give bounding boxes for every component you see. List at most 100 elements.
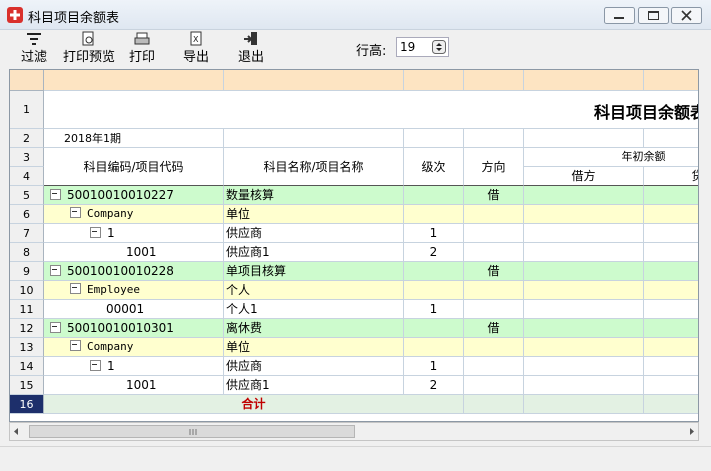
cell — [44, 91, 698, 129]
cell — [224, 129, 404, 148]
cell — [464, 395, 524, 414]
collapse-toggle[interactable] — [70, 283, 81, 294]
button-label: 打印预览 — [63, 50, 116, 65]
collapse-toggle[interactable] — [50, 265, 61, 276]
tree-cell: 50010010010227 — [44, 186, 224, 205]
collapse-toggle[interactable] — [70, 340, 81, 351]
collapse-toggle[interactable] — [50, 322, 61, 333]
status-bar — [0, 446, 711, 471]
button-icon: X — [190, 31, 202, 46]
level-cell — [404, 205, 464, 224]
button-label: 退出 — [237, 50, 264, 65]
direction-cell: 借 — [464, 319, 524, 338]
row-header: 7 — [10, 224, 44, 243]
spin-buttons[interactable] — [432, 40, 446, 54]
column-header — [464, 70, 524, 91]
tree-cell: 50010010010301 — [44, 319, 224, 338]
level-cell — [404, 262, 464, 281]
period: 2018年1期 — [64, 132, 121, 145]
row-header: 13 — [10, 338, 44, 357]
row-header: 1 — [10, 91, 44, 129]
button-icon — [27, 33, 41, 45]
collapse-toggle[interactable] — [90, 227, 101, 238]
code: Company — [87, 207, 134, 220]
level-cell: 2 — [404, 243, 464, 262]
row-header: 14 — [10, 357, 44, 376]
direction-cell — [464, 376, 524, 395]
row-header: 6 — [10, 205, 44, 224]
collapse-toggle[interactable] — [90, 360, 101, 371]
code: 1 — [107, 226, 115, 240]
column-title: 科目名称/项目名称 — [224, 148, 404, 186]
toolbar-button[interactable]: 打印预览 — [63, 31, 116, 65]
cell — [644, 395, 698, 414]
cell — [524, 338, 644, 357]
level-cell: 1 — [404, 357, 464, 376]
name-cell: 离休费 — [224, 319, 404, 338]
cell — [644, 281, 698, 300]
row-header: 10 — [10, 281, 44, 300]
collapse-toggle[interactable] — [70, 207, 81, 218]
tree-cell: 1001 — [44, 376, 224, 395]
direction-cell — [464, 338, 524, 357]
name-cell: 供应商1 — [224, 243, 404, 262]
toolbar-button[interactable]: X 导出 — [182, 31, 210, 65]
code: 50010010010301 — [67, 321, 174, 335]
cell — [404, 129, 464, 148]
name-cell: 个人1 — [224, 300, 404, 319]
column-title: 年初余额 — [524, 148, 698, 167]
cell — [524, 281, 644, 300]
column-header — [644, 70, 698, 91]
name-cell: 供应商 — [224, 357, 404, 376]
code: Employee — [87, 283, 140, 296]
svg-text:X: X — [193, 35, 199, 44]
toolbar-button[interactable]: 打印 — [128, 31, 156, 65]
tree-cell: Company — [44, 338, 224, 357]
column-header — [224, 70, 404, 91]
direction-cell — [464, 281, 524, 300]
row-header: 9 — [10, 262, 44, 281]
column-title: 借方 — [524, 167, 644, 186]
cell — [644, 376, 698, 395]
row-header: 2 — [10, 129, 44, 148]
button-label: 打印 — [128, 50, 155, 65]
collapse-toggle[interactable] — [50, 189, 61, 200]
toolbar: 过滤 打印预览 打印 X 导出 退出 — [0, 31, 711, 67]
level-cell — [404, 338, 464, 357]
code: 1001 — [126, 245, 157, 259]
name-cell: 数量核算 — [224, 186, 404, 205]
direction-cell: 借 — [464, 186, 524, 205]
code: 50010010010227 — [67, 188, 174, 202]
cell — [524, 224, 644, 243]
cell — [644, 205, 698, 224]
tree-cell: 1 — [44, 224, 224, 243]
row-height-spinner[interactable]: 19 — [396, 37, 449, 57]
name-cell: 单位 — [224, 205, 404, 224]
tree-cell: 1 — [44, 357, 224, 376]
column-header — [524, 70, 644, 91]
row-header: 16 — [10, 395, 44, 414]
toolbar-button[interactable]: 过滤 — [20, 31, 48, 65]
code: 50010010010228 — [67, 264, 174, 278]
cell — [524, 357, 644, 376]
cell — [644, 357, 698, 376]
cell — [644, 186, 698, 205]
window-controls[interactable] — [604, 7, 702, 25]
tree-cell: Company — [44, 205, 224, 224]
direction-cell — [464, 357, 524, 376]
horizontal-scrollbar[interactable] — [9, 422, 699, 441]
level-cell — [404, 186, 464, 205]
app-icon — [7, 7, 23, 23]
button-icon — [82, 31, 94, 46]
cell — [524, 129, 644, 148]
level-cell: 1 — [404, 224, 464, 243]
code: 1 — [107, 359, 115, 373]
toolbar-button[interactable]: 退出 — [237, 31, 265, 65]
direction-cell — [464, 300, 524, 319]
name-cell: 单项目核算 — [224, 262, 404, 281]
button-label: 过滤 — [20, 50, 47, 65]
tree-cell: 1001 — [44, 243, 224, 262]
cell — [524, 395, 644, 414]
row-header: 3 — [10, 148, 44, 167]
report-title: 科目项目余额表 — [594, 103, 699, 122]
